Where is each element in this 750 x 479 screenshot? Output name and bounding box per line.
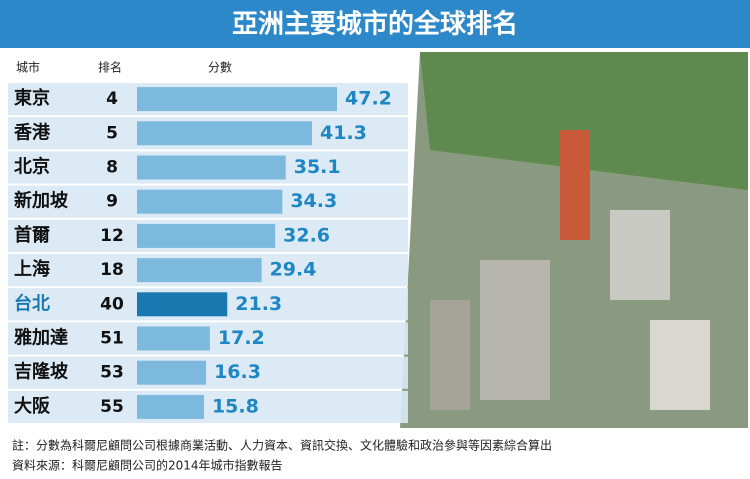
bar <box>137 326 210 351</box>
value-label: 16.3 <box>214 361 261 383</box>
value-label: 17.2 <box>218 327 265 349</box>
rank-label: 55 <box>100 397 124 417</box>
rank-label: 12 <box>100 226 124 246</box>
title-banner <box>0 0 750 48</box>
source: 資料來源：科爾尼顧問公司的2014年城市指數報告 <box>12 458 283 473</box>
value-label: 21.3 <box>235 293 282 315</box>
row-band <box>8 356 408 389</box>
bar <box>137 258 262 283</box>
bar <box>137 155 286 180</box>
bar <box>137 87 337 112</box>
rank-label: 5 <box>106 123 118 143</box>
rank-label: 9 <box>106 192 118 212</box>
photo <box>400 52 748 428</box>
category-label: 新加坡 <box>14 190 69 212</box>
value-label: 32.6 <box>283 224 330 246</box>
value-label: 41.3 <box>320 122 367 144</box>
category-label: 首爾 <box>14 224 50 246</box>
column-header: 分數 <box>208 61 232 75</box>
category-label: 大阪 <box>14 395 51 417</box>
column-header: 排名 <box>98 60 122 75</box>
bar <box>137 360 207 385</box>
category-label: 吉隆坡 <box>14 361 69 383</box>
value-label: 35.1 <box>294 156 341 178</box>
bar <box>137 121 312 146</box>
chart-title: 亞洲主要城市的全球排名 <box>232 9 518 40</box>
value-label: 15.8 <box>212 395 259 417</box>
category-label: 台北 <box>14 292 50 314</box>
category-label: 香港 <box>13 122 51 143</box>
rank-label: 18 <box>100 260 124 280</box>
row-band <box>8 390 408 423</box>
value-label: 29.4 <box>270 259 317 281</box>
rank-label: 8 <box>106 158 118 178</box>
value-label: 47.2 <box>345 88 392 110</box>
rank-label: 51 <box>100 329 124 349</box>
category-label: 北京 <box>14 156 50 178</box>
rank-label: 53 <box>100 363 124 383</box>
rank-label: 4 <box>106 89 118 109</box>
bar <box>137 189 283 214</box>
bar <box>137 394 204 419</box>
category-label: 上海 <box>14 258 50 280</box>
note: 註：分數為科爾尼顧問公司根據商業活動、人力資本、資訊交換、文化體驗和政治參與等因… <box>12 438 552 453</box>
bar <box>137 292 228 317</box>
category-label: 東京 <box>14 87 50 109</box>
column-header: 城市 <box>16 60 40 75</box>
value-label: 34.3 <box>290 190 337 212</box>
category-label: 雅加達 <box>13 327 68 349</box>
rank-label: 40 <box>100 294 124 314</box>
bar <box>137 223 276 248</box>
